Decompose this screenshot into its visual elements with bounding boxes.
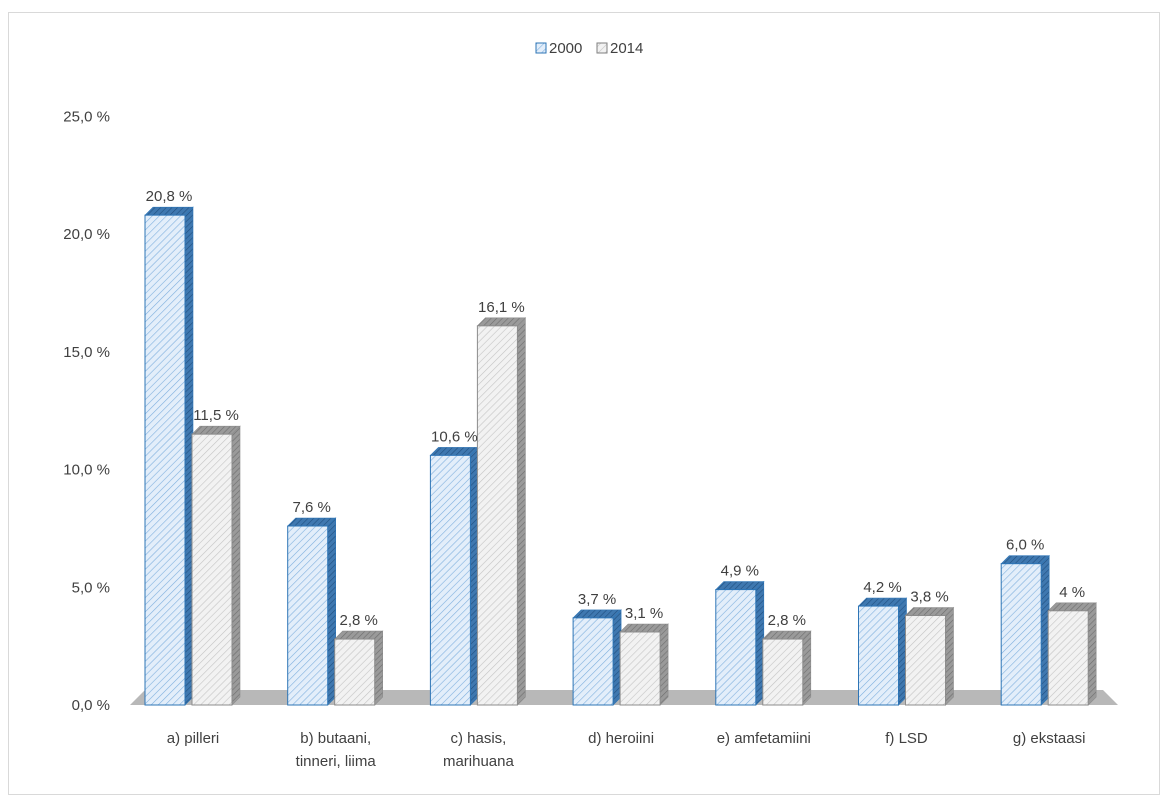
- bar-side: [802, 630, 812, 706]
- bar-side: [374, 630, 384, 706]
- x-tick-label: g) ekstaasi: [1013, 730, 1086, 747]
- data-label-2014-4: 2,8 %: [768, 612, 806, 629]
- bar-top: [429, 447, 480, 456]
- y-tick-label: 25,0 %: [63, 108, 110, 125]
- bar-2000-5: [857, 597, 908, 706]
- legend-swatch-2014: [596, 42, 608, 54]
- bar-2014-2: [476, 317, 527, 706]
- bar-top: [144, 206, 194, 216]
- x-axis: a) pilleri b) butaani, tinneri, liima c) ha…: [167, 730, 1086, 770]
- data-label-2014-1: 2,8 %: [340, 612, 378, 629]
- bar-front: [858, 605, 899, 706]
- bars: [144, 206, 1097, 706]
- bar-top: [1000, 555, 1050, 565]
- bar-side: [1087, 602, 1097, 706]
- bar-front: [429, 454, 471, 706]
- bar-2000-1: [286, 517, 337, 706]
- y-tick-label: 5,0 %: [72, 579, 110, 596]
- y-tick-label: 0,0 %: [72, 697, 110, 714]
- bar-top: [904, 607, 955, 616]
- bar-2014-5: [904, 606, 955, 706]
- data-label-2000-1: 7,6 %: [293, 499, 331, 516]
- x-tick-label: tinneri, liima: [296, 753, 377, 770]
- bar-front: [762, 638, 804, 706]
- bar-front: [572, 617, 614, 706]
- bar-2000-2: [429, 446, 480, 706]
- bar-2014-3: [619, 623, 669, 706]
- bar-2000-0: [144, 206, 194, 706]
- data-label-2014-3: 3,1 %: [625, 605, 663, 622]
- bar-2000-3: [572, 609, 622, 706]
- x-tick-label: d) heroiini: [588, 730, 654, 747]
- bar-top: [191, 425, 241, 435]
- bar-front: [715, 589, 757, 706]
- bar-top: [1047, 602, 1097, 612]
- bar-top: [333, 630, 384, 640]
- bar-2014-1: [333, 630, 384, 706]
- y-axis: 0,0 % 5,0 % 10,0 % 15,0 % 20,0 % 25,0 %: [63, 108, 110, 714]
- data-label-2014-5: 3,8 %: [910, 589, 948, 606]
- legend-swatch-2000: [535, 42, 547, 54]
- data-label-2000-3: 3,7 %: [578, 591, 616, 608]
- bar-front: [144, 214, 186, 706]
- data-label-2000-0: 20,8 %: [146, 188, 193, 205]
- bar-front: [1047, 610, 1089, 706]
- x-tick-label: c) hasis,: [450, 730, 506, 747]
- bar-front: [287, 525, 329, 706]
- bar-top: [476, 317, 527, 327]
- bar-2014-0: [191, 425, 241, 706]
- data-label-2014-0: 11,5 %: [193, 407, 239, 424]
- bar-2014-6: [1047, 602, 1097, 706]
- bar-side: [945, 606, 954, 706]
- bar-top: [857, 597, 908, 607]
- bar-2000-6: [1000, 554, 1050, 706]
- bar-side: [517, 317, 526, 706]
- x-tick-label: marihuana: [443, 753, 515, 770]
- data-label-2014-2: 16,1 %: [478, 299, 525, 316]
- y-tick-label: 15,0 %: [63, 344, 110, 361]
- x-tick-label: a) pilleri: [167, 730, 220, 747]
- bar-front: [334, 638, 376, 706]
- bar-2014-4: [762, 630, 812, 706]
- bar-2000-4: [715, 580, 765, 706]
- bar-top: [286, 517, 337, 527]
- data-label-2000-2: 10,6 %: [431, 428, 478, 445]
- bar-front: [191, 433, 233, 706]
- bar-top: [762, 630, 812, 640]
- bar-top: [572, 609, 622, 619]
- bar-side: [231, 425, 241, 706]
- data-label-2014-6: 4 %: [1059, 584, 1085, 601]
- data-label-2000-5: 4,2 %: [863, 579, 901, 596]
- chart-legend: 2000 2014: [535, 40, 643, 57]
- y-tick-label: 20,0 %: [63, 226, 110, 243]
- y-tick-label: 10,0 %: [63, 462, 110, 479]
- bar-front: [619, 631, 661, 706]
- bar-top: [619, 623, 669, 633]
- legend-label-2000: 2000: [549, 40, 582, 57]
- bar-front: [905, 615, 946, 706]
- legend-label-2014: 2014: [610, 40, 643, 57]
- x-tick-label: b) butaani,: [300, 730, 371, 747]
- data-labels: 20,8 % 11,5 % 7,6 % 2,8 % 10,6 % 16,1 % 3,7 % 3…: [146, 188, 1085, 629]
- bar-front: [476, 325, 518, 706]
- x-tick-label: e) amfetamiini: [717, 730, 811, 747]
- x-tick-label: f) LSD: [885, 730, 928, 747]
- data-label-2000-4: 4,9 %: [721, 563, 759, 580]
- bar-top: [715, 581, 765, 590]
- data-label-2000-6: 6,0 %: [1006, 537, 1044, 554]
- bar-side: [659, 623, 669, 706]
- bar-front: [1000, 563, 1042, 706]
